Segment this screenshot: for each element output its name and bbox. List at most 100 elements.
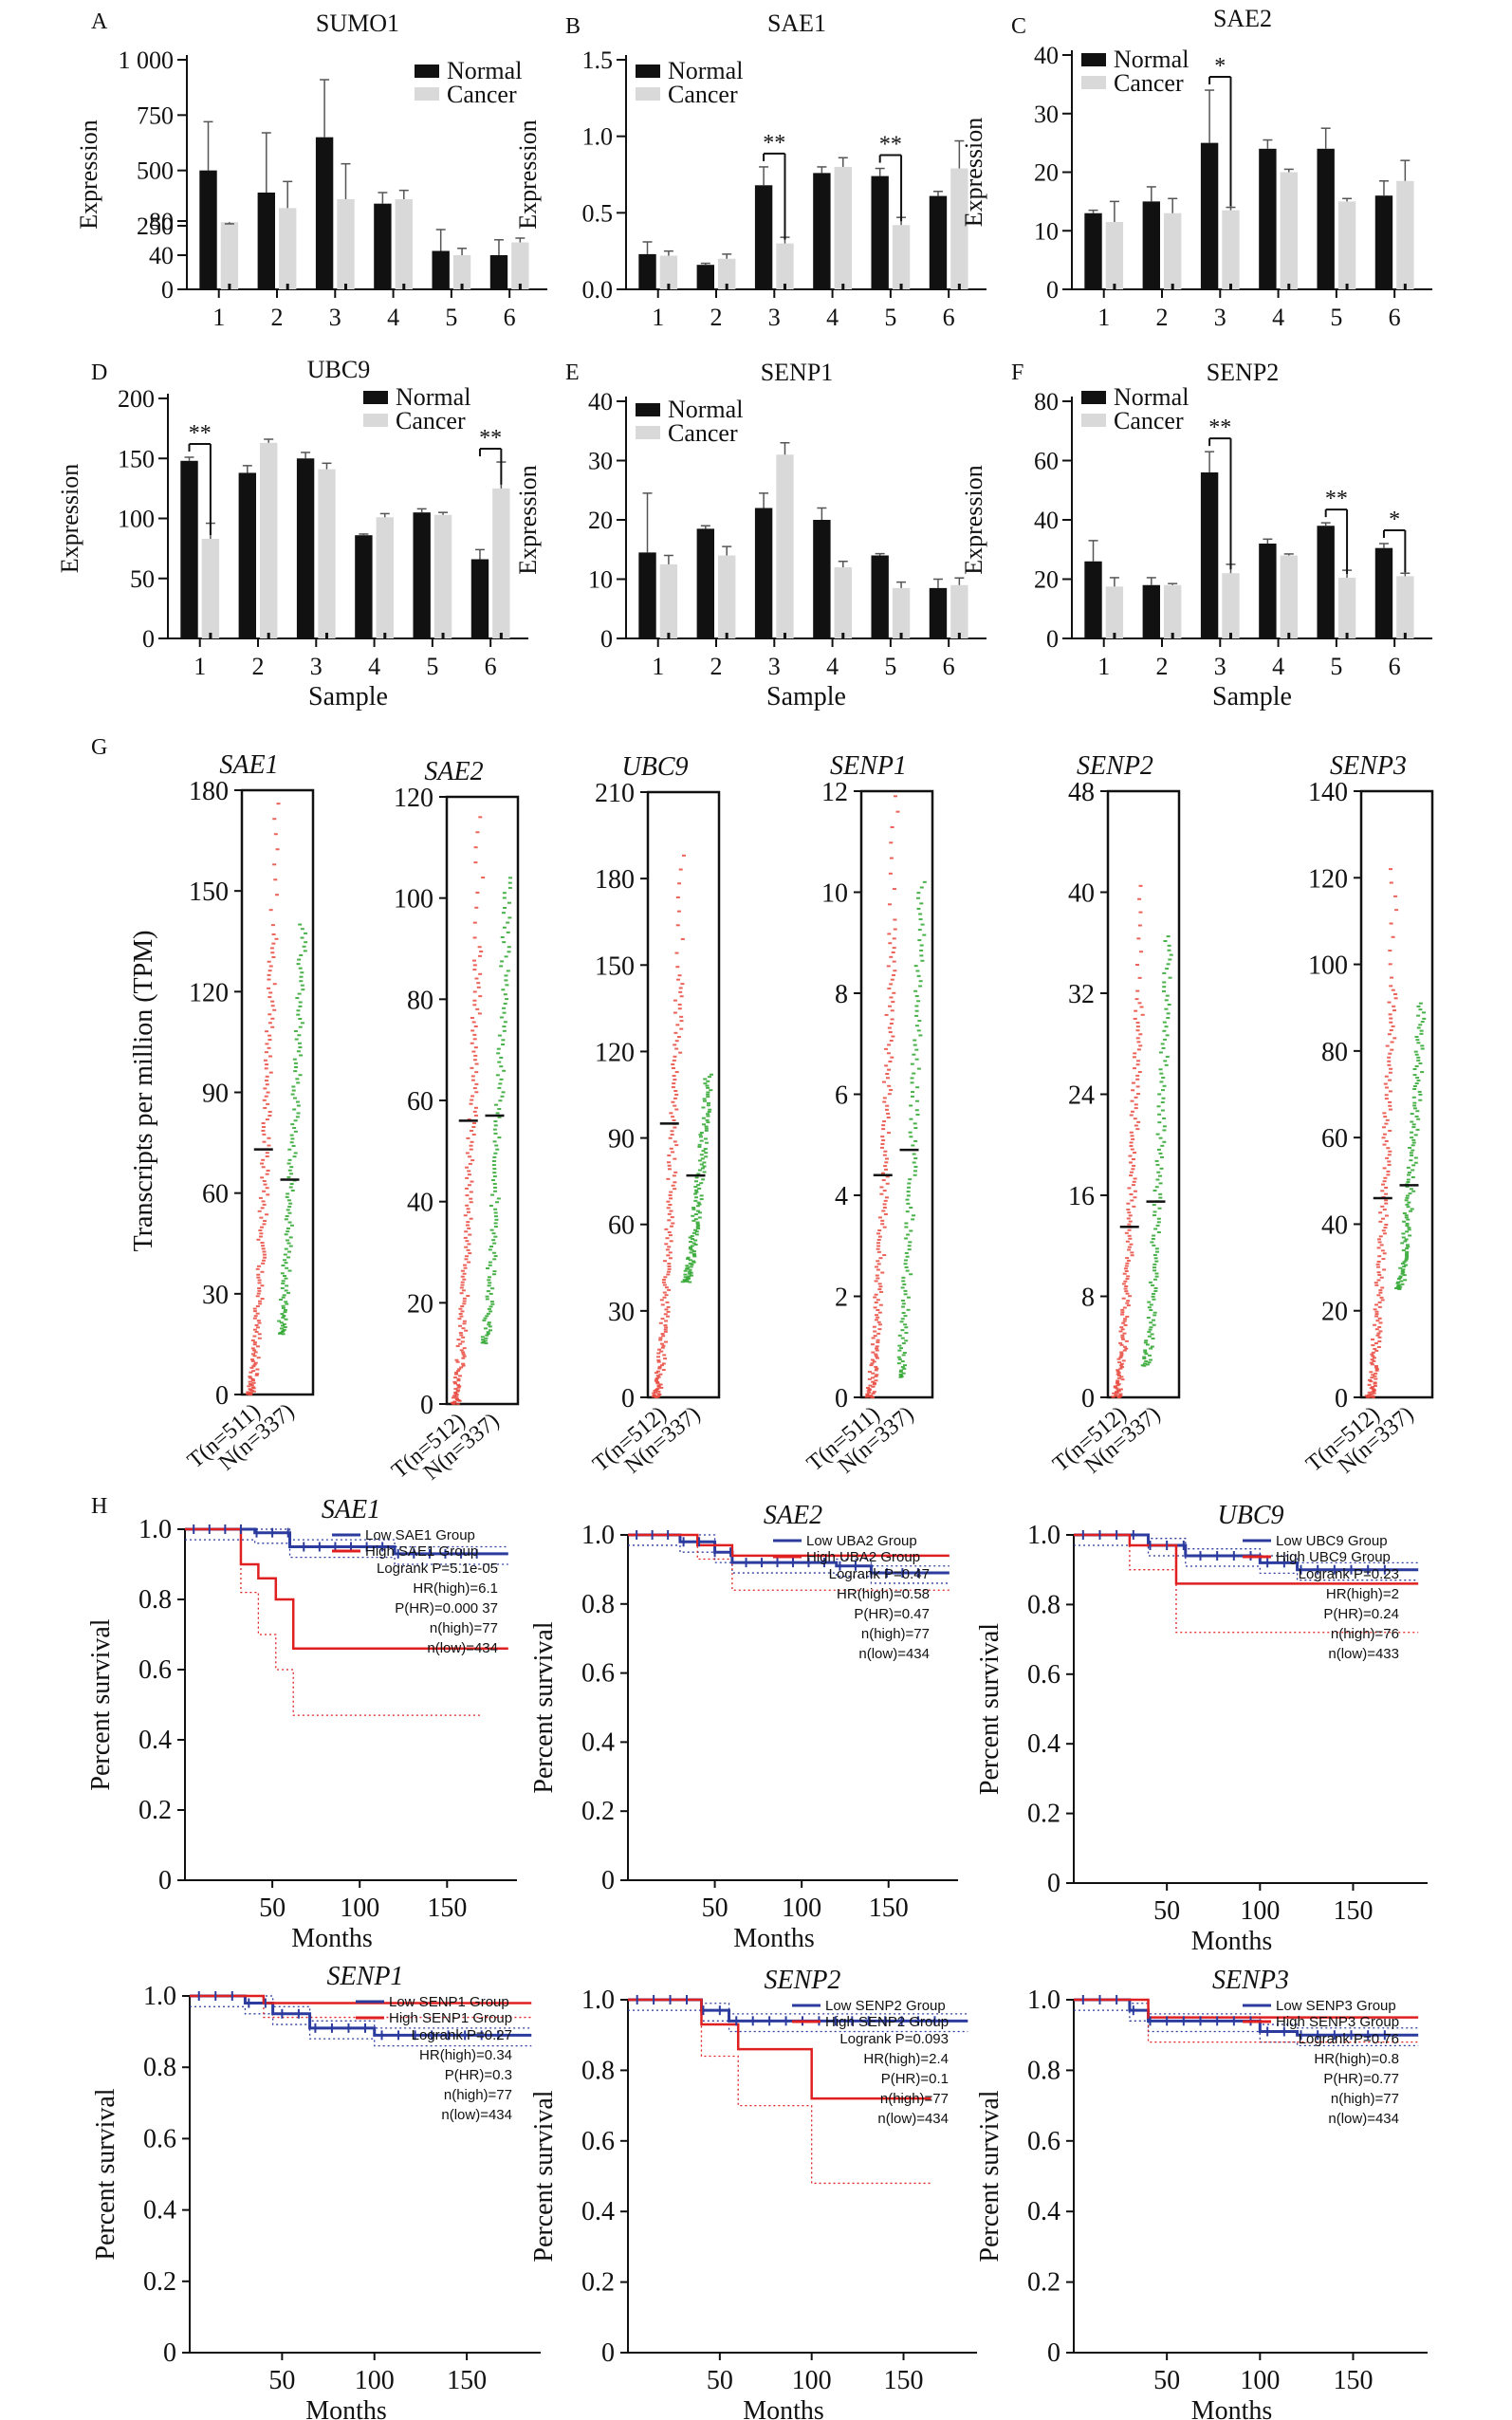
normal-dot [686,1277,691,1280]
tumor-dot [674,1040,679,1043]
tumor-dot [1370,1363,1374,1366]
tumor-dot [272,863,277,866]
stat-line: n(low)=434 [441,2107,512,2123]
normal-dot [1415,1039,1420,1042]
y-tick-label: 24 [1068,1081,1095,1111]
tumor-dot [472,1110,477,1113]
tumor-dot [882,1203,887,1206]
x-tick-label: 150 [1333,1896,1373,1926]
tumor-dot [1384,1122,1389,1125]
normal-dot [296,1104,301,1107]
tumor-dot [263,1183,267,1186]
x-tick-label: 1 [1097,653,1110,680]
tumor-dot [1121,1359,1126,1362]
normal-dot [1162,1140,1167,1143]
tumor-dot [1377,1317,1382,1320]
tumor-dot [674,1144,679,1147]
normal-dot [491,1232,496,1235]
normal-dot [300,928,304,931]
y-tick-label: 80 [1034,388,1059,416]
normal-dot [279,1321,284,1324]
normal-dot [281,1304,286,1307]
tumor-dot [1374,1315,1379,1318]
normal-dot [1152,1210,1157,1213]
tumor-dot [255,1304,260,1307]
tumor-dot [671,1067,675,1070]
normal-dot [1156,1105,1161,1108]
tumor-dot [1394,909,1399,912]
low-curve [190,1994,532,2037]
tumor-dot [670,1130,674,1133]
normal-dot [915,1113,920,1116]
tumor-dot [1375,1334,1380,1337]
high-curve [185,1527,508,1651]
tumor-dot [871,1351,876,1354]
tumor-dot [889,1039,894,1042]
normal-dot [1411,1176,1415,1179]
tumor-dot [1116,1372,1121,1375]
tumor-dot [465,1176,470,1179]
normal-dot [1158,1136,1163,1139]
x-tick-label: 150 [1333,2366,1373,2395]
tumor-dot [250,1386,255,1389]
tumor-dot [265,1155,269,1158]
normal-dot [298,967,303,970]
tumor-dot [1116,1358,1121,1360]
tumor-dot [1388,1129,1392,1132]
normal-dot [1401,1232,1406,1235]
tumor-dot [871,1380,876,1383]
low-ci-lower [190,2005,532,2047]
normal-bar [1142,201,1160,289]
normal-dot [1158,1192,1163,1195]
tumor-dot [679,1027,684,1030]
normal-dot [507,901,511,904]
tumor-dot [472,921,477,924]
normal-dot [905,1269,910,1272]
tumor-dot [1379,1244,1384,1247]
tumor-dot [876,1232,881,1235]
normal-dot [282,1274,286,1277]
normal-dot [694,1233,699,1236]
normal-dot [697,1187,702,1190]
x-tick-label: 4 [1272,304,1284,331]
tumor-dot [667,1168,672,1171]
y-tick-label: 750 [137,102,174,129]
tumor-dot [666,1207,671,1210]
normal-dot [1405,1256,1410,1259]
stat-line: HR(high)=2.4 [863,2051,949,2067]
tumor-dot [467,1261,471,1264]
y-tick-label: 90 [608,1125,635,1155]
tumor-dot [890,1009,894,1012]
normal-dot [279,1299,284,1302]
tumor-dot [887,1093,892,1096]
normal-dot [896,1362,901,1365]
tumor-dot [883,1165,888,1168]
normal-dot [693,1213,698,1216]
tumor-dot [1369,1371,1374,1374]
tumor-dot [885,1157,890,1160]
tumor-dot [1383,1227,1388,1229]
normal-dot [691,1231,696,1234]
tumor-dot [459,1315,464,1318]
normal-dot [1402,1211,1407,1214]
tumor-dot [1386,1170,1391,1173]
tumor-dot [888,1061,893,1063]
normal-dot [908,1131,913,1134]
tumor-dot [1389,1067,1393,1070]
tumor-dot [1124,1269,1129,1272]
tumor-dot [1387,1063,1392,1066]
normal-dot [488,1329,492,1332]
tumor-dot [468,1162,472,1165]
tumor-dot [1387,1033,1392,1036]
tumor-dot [469,1144,473,1147]
legend-low-label: Low UBC9 Group [1276,1533,1388,1549]
tumor-dot [1134,1096,1138,1099]
tumor-dot [1116,1369,1120,1372]
tumor-dot [246,1391,250,1394]
normal-dot [486,1332,490,1335]
normal-dot [501,1043,506,1045]
normal-dot [694,1176,699,1179]
tumor-dot [266,1091,270,1094]
normal-dot [482,1319,487,1321]
normal-dot [1153,1289,1158,1292]
